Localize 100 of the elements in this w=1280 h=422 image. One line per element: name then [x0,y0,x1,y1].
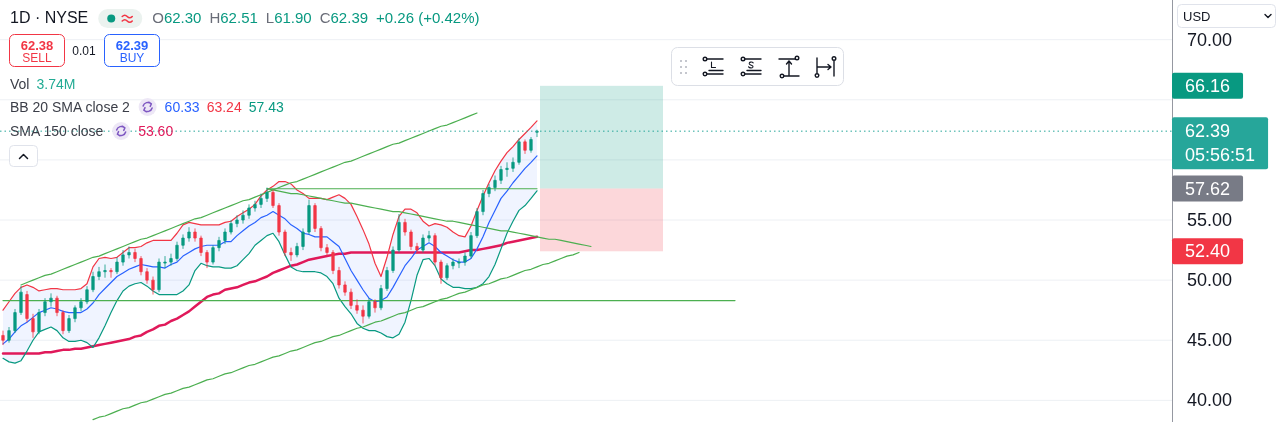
candlestick [259,193,263,209]
candlestick [85,285,89,305]
candlestick [169,253,173,267]
annotation: 62.39 [115,37,149,53]
y-tick-label: 40.00 [1187,390,1233,411]
candlestick [301,228,305,251]
annotation: C62.39 [319,9,369,26]
candlestick [277,202,281,237]
text: 05:56:51 [1185,145,1256,166]
candlestick [373,298,377,313]
candlestick [397,213,401,253]
candlestick [229,219,233,235]
candlestick [319,225,323,252]
candlestick [403,218,407,237]
candlestick [343,280,347,297]
candlestick [91,271,95,293]
candlestick [433,232,437,267]
annotation: 57.43 [248,99,284,115]
candlestick [481,189,485,216]
candlestick [361,304,365,324]
candlestick [109,267,113,279]
candlestick [223,228,227,245]
candlestick [295,242,299,258]
text: 66.16 [1185,75,1231,96]
text: USD [1183,8,1211,24]
text: 52.40 [1185,241,1231,262]
candlestick [55,295,59,317]
candlestick [127,246,131,259]
candlestick [325,243,329,257]
candlestick [49,292,53,307]
candlestick [25,290,29,323]
annotation: 0.01 [72,44,96,58]
text: 57.62 [1185,178,1231,199]
candlestick [121,249,125,267]
y-tick-label: 45.00 [1187,330,1233,351]
candlestick [391,246,395,274]
annotation: 53.60 [138,123,174,139]
candlestick [151,276,155,295]
candlestick [67,314,71,334]
candlestick [1,330,5,346]
candlestick [511,157,515,173]
candlestick [283,229,287,257]
candlestick [115,256,119,275]
candlestick [61,309,65,335]
annotation: L61.90 [265,9,312,26]
candlestick [97,266,101,281]
candlestick [451,258,455,270]
candlestick [253,200,257,212]
annotation: BB 20 SMA close 2 [10,99,131,115]
candlestick [445,262,449,281]
annotation: BUY [119,51,145,65]
candlestick [163,255,167,269]
candlestick [241,210,245,225]
candlestick [187,226,191,243]
candlestick [439,259,443,285]
y-tick-label: 50.00 [1187,270,1233,291]
candlestick [235,214,239,228]
candlestick [211,244,215,265]
candlestick [247,203,251,220]
candlestick [133,248,137,263]
candlestick [43,297,47,317]
candlestick [409,229,413,251]
annotation: H62.51 [209,9,258,26]
annotation: 63.24 [206,99,242,115]
candlestick [73,304,77,323]
y-tick-label: 55.00 [1187,210,1233,231]
annotation: SMA 150 close [10,123,104,139]
annotation: SELL [22,51,52,65]
candlestick [181,234,185,250]
candlestick [199,235,203,257]
text: 1D · NYSE [10,9,89,26]
candlestick [13,308,17,334]
candlestick [415,242,419,255]
candlestick [193,228,197,243]
candlestick [367,297,371,319]
candlestick [145,267,149,285]
candlestick [37,308,41,335]
candlestick [313,202,317,233]
candlestick [499,165,503,185]
annotation: 60.33 [164,99,200,115]
annotation: O62.30 [152,9,202,26]
candlestick [427,230,431,243]
candlestick [79,297,83,312]
candlestick [355,298,359,315]
y-tick-label: 70.00 [1187,29,1233,50]
candlestick [289,247,293,262]
candlestick [349,288,353,310]
candlestick [205,249,209,269]
candlestick [457,258,461,269]
candlestick [475,207,479,239]
candlestick [469,231,473,259]
candlestick [157,258,161,293]
candlestick [535,129,539,138]
annotation: Vol [10,76,30,92]
candlestick [265,187,269,203]
candlestick [523,139,527,155]
candlestick [517,137,521,166]
candlestick [175,241,179,262]
candlestick [385,266,389,292]
candlestick [307,199,311,235]
